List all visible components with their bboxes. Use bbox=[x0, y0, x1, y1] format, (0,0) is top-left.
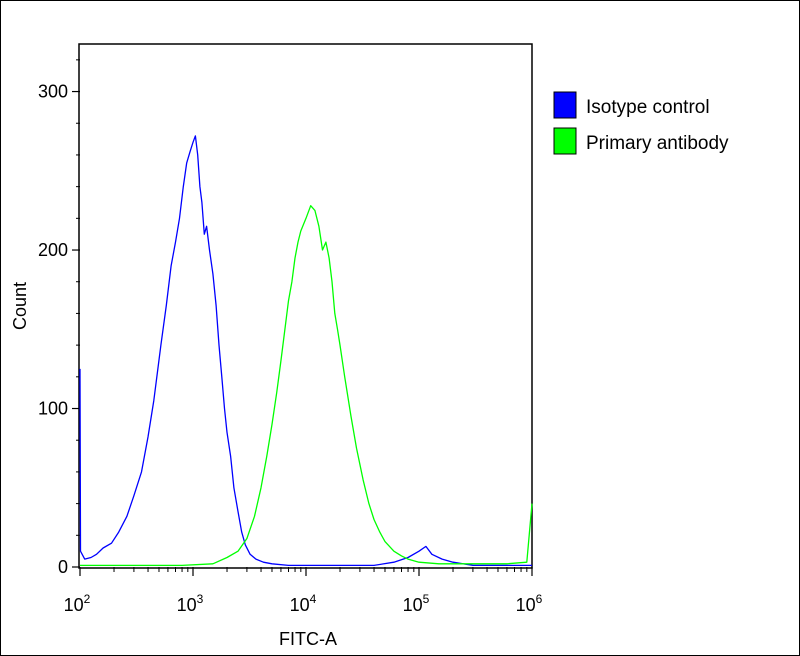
x-axis-label: FITC-A bbox=[279, 629, 337, 649]
y-tick-label: 200 bbox=[38, 240, 68, 260]
y-tick-label: 100 bbox=[38, 399, 68, 419]
x-tick-label: 104 bbox=[290, 592, 317, 615]
plot-area-border bbox=[78, 43, 533, 569]
x-tick-label: 102 bbox=[64, 592, 91, 615]
legend: Isotype control Primary antibody bbox=[553, 91, 729, 155]
y-tick-label: 0 bbox=[58, 557, 68, 577]
y-tick-label: 300 bbox=[38, 82, 68, 102]
x-tick-label: 106 bbox=[516, 592, 543, 615]
series-lines-layer bbox=[79, 135, 533, 567]
legend-swatch bbox=[553, 91, 577, 119]
legend-label: Primary antibody bbox=[586, 133, 729, 154]
x-tick-label: 103 bbox=[177, 592, 204, 615]
x-tick-label: 105 bbox=[403, 592, 430, 615]
legend-label: Isotype control bbox=[586, 97, 710, 118]
series-line-primary-antibody bbox=[80, 205, 533, 567]
series-line-isotype-control bbox=[79, 135, 532, 567]
legend-swatch bbox=[553, 127, 577, 155]
axis-ticks-layer: 0 100 200 300 102 103 104 105 106 bbox=[38, 59, 543, 615]
y-axis-label: Count bbox=[10, 282, 30, 330]
